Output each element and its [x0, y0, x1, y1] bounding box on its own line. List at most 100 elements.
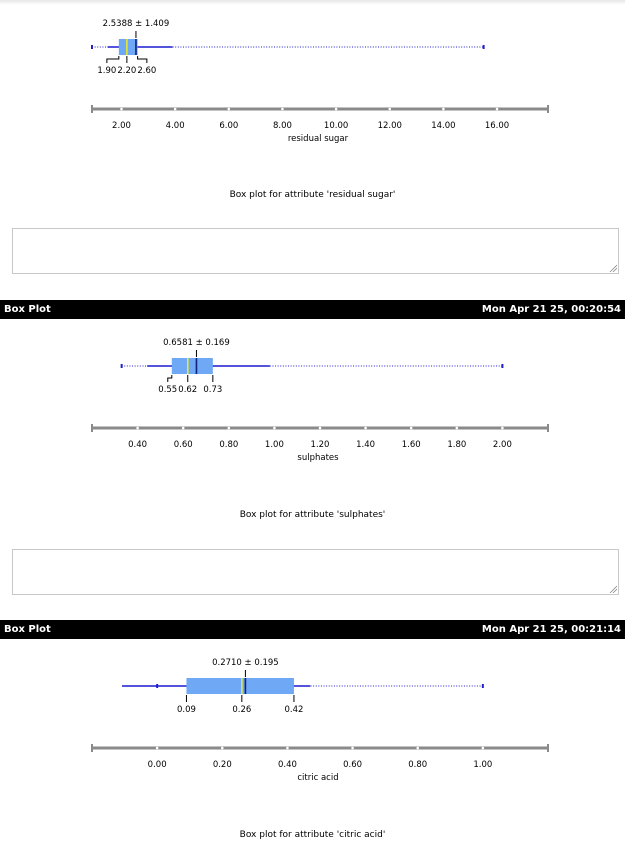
x-axis-end: [547, 744, 549, 752]
max-marker: [482, 45, 485, 49]
x-tick: [364, 426, 367, 430]
x-tick-label: 0.80: [219, 440, 238, 450]
mean-label: 0.6581 ± 0.169: [163, 338, 230, 348]
quartile-label: 0.42: [284, 705, 303, 715]
chart-caption: Box plot for attribute 'sulphates': [239, 510, 386, 520]
chart-caption: Box plot for attribute 'citric acid': [239, 830, 386, 840]
x-tick: [227, 426, 231, 430]
x-tick-label: 2.00: [112, 121, 131, 131]
min-marker: [91, 45, 93, 49]
box-plot-svg: 0.6581 ± 0.169 0.55 0.62 0.73 0.40 0.60 0.80 1.…: [91, 338, 549, 463]
min-marker: [120, 364, 123, 368]
x-tick: [155, 746, 159, 750]
box-plot-header: Box Plot Mon Apr 21 25, 00:20:54: [0, 300, 625, 319]
mean-label: 2.5388 ± 1.409: [103, 19, 170, 29]
x-axis-end: [547, 105, 549, 113]
box-plot-residual-sugar: 2.5388 ± 1.409 1.90 2.20 2.60 2.00 4.00 6.00 8.…: [0, 0, 625, 160]
notes-textarea[interactable]: [12, 228, 619, 274]
x-axis-label: citric acid: [297, 773, 338, 783]
x-axis: [92, 746, 548, 750]
x-tick: [136, 426, 139, 430]
x-tick-label: 1.20: [311, 440, 330, 450]
x-tick-label: 0.00: [148, 760, 167, 770]
x-axis-end: [547, 424, 549, 432]
resize-grip-icon[interactable]: [609, 264, 617, 272]
x-tick-label: 0.60: [174, 440, 193, 450]
x-tick-label: 1.00: [265, 440, 284, 450]
x-axis: [92, 107, 548, 111]
x-tick: [495, 107, 499, 111]
x-tick: [273, 426, 276, 430]
quartile-label: 1.90: [97, 66, 116, 76]
header-title: Box Plot: [4, 304, 51, 315]
x-tick: [388, 107, 392, 111]
quartile-label: 0.55: [158, 385, 177, 395]
x-tick-label: 0.40: [128, 440, 147, 450]
quartile-label: 0.09: [177, 705, 196, 715]
x-tick-label: 10.00: [324, 121, 348, 131]
x-axis-end: [91, 424, 93, 432]
x-tick: [481, 746, 485, 750]
resize-grip-icon[interactable]: [609, 585, 617, 593]
iqr-box: [118, 39, 138, 55]
box-plot-header: Box Plot Mon Apr 21 25, 00:21:14: [0, 620, 625, 639]
x-tick: [281, 107, 284, 111]
header-title: Box Plot: [4, 624, 51, 635]
x-tick-label: 6.00: [219, 121, 238, 131]
x-tick: [409, 426, 413, 430]
notes-textarea[interactable]: [12, 549, 619, 595]
x-tick: [442, 107, 445, 111]
x-tick: [334, 107, 338, 111]
x-tick-label: 1.60: [402, 440, 421, 450]
x-axis-label: residual sugar: [288, 134, 349, 144]
x-tick-label: 0.60: [343, 760, 362, 770]
x-tick: [318, 426, 322, 430]
x-tick: [501, 426, 504, 430]
quartile-label: 0.62: [178, 385, 197, 395]
quartile-label: 0.73: [203, 385, 222, 395]
x-tick-label: 0.20: [213, 760, 232, 770]
x-tick: [416, 746, 420, 750]
x-tick: [351, 746, 354, 750]
chart-caption: Box plot for attribute 'residual sugar': [229, 190, 396, 200]
quartile-leader: [167, 375, 173, 382]
x-tick-label: 0.80: [408, 760, 427, 770]
x-tick-label: 1.00: [473, 760, 492, 770]
quartile-label: 2.60: [137, 66, 156, 76]
mean-label: 0.2710 ± 0.195: [212, 658, 279, 668]
quartile-leader: [106, 56, 120, 63]
x-tick: [286, 746, 289, 750]
box-plot-svg: 0.2710 ± 0.195 0.09 0.26 0.42 0.00 0.20 0.40 0.…: [91, 658, 549, 783]
x-tick: [120, 107, 123, 111]
x-tick: [455, 426, 459, 430]
iqr-box: [186, 678, 294, 694]
x-tick-label: 14.00: [431, 121, 455, 131]
header-timestamp: Mon Apr 21 25, 00:20:54: [481, 304, 621, 315]
quartile-label: 0.26: [232, 705, 251, 715]
x-tick: [173, 107, 177, 111]
x-tick: [227, 107, 231, 111]
x-axis-end: [91, 105, 93, 113]
x-tick-label: 1.80: [447, 440, 466, 450]
x-tick-label: 8.00: [273, 121, 292, 131]
quartile-label: 2.20: [117, 66, 136, 76]
max-marker: [501, 364, 504, 368]
box-plot-citric-acid: 0.2710 ± 0.195 0.09 0.26 0.42 0.00 0.20 0.40 0.…: [0, 639, 625, 799]
x-axis-label: sulphates: [297, 453, 339, 463]
x-tick: [181, 426, 185, 430]
x-tick-label: 4.00: [166, 121, 185, 131]
top-shadow: [0, 0, 625, 5]
x-tick-label: 1.40: [356, 440, 375, 450]
quartile-leader: [137, 56, 148, 63]
max-marker: [481, 684, 484, 688]
x-axis-end: [91, 744, 93, 752]
x-tick-label: 0.40: [278, 760, 297, 770]
x-tick: [220, 746, 224, 750]
iqr-box: [171, 358, 213, 374]
header-timestamp: Mon Apr 21 25, 00:21:14: [481, 624, 621, 635]
x-tick-label: 2.00: [493, 440, 512, 450]
x-tick-label: 12.00: [378, 121, 402, 131]
box-plot-sulphates: 0.6581 ± 0.169 0.55 0.62 0.73 0.40 0.60 0.80 1.…: [0, 319, 625, 479]
box-plot-svg: 2.5388 ± 1.409 1.90 2.20 2.60 2.00 4.00 6.00 8.…: [91, 19, 549, 144]
x-tick-label: 16.00: [485, 121, 509, 131]
